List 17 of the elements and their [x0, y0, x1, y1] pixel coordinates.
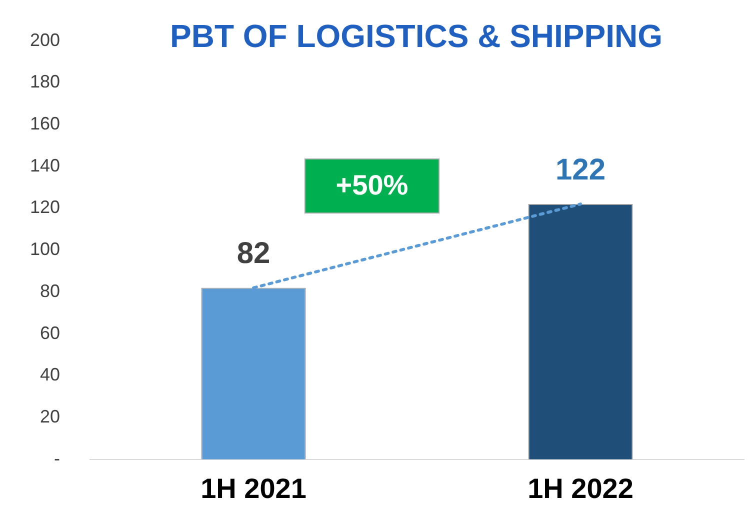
y-tick-label: 120 [30, 197, 60, 218]
y-tick-label: 200 [30, 30, 60, 50]
y-tick-label: 140 [30, 155, 60, 176]
y-tick-label: 60 [40, 322, 60, 343]
y-tick-label: 40 [40, 364, 60, 385]
annotation: +50% [336, 170, 408, 201]
data-label: 82 [236, 237, 270, 270]
data-label: 122 [555, 153, 606, 186]
x-tick-label: 1H 2022 [528, 472, 634, 504]
y-tick-label: 20 [40, 406, 60, 427]
y-tick-label: 160 [30, 113, 60, 134]
y-tick-label: 80 [40, 280, 60, 301]
y-tick-label: 180 [30, 72, 60, 92]
chart-title: PBT OF LOGISTICS & SHIPPING [170, 18, 662, 55]
y-tick-label: - [54, 448, 60, 468]
y-tick-label: 100 [30, 239, 60, 260]
x-tick-label: 1H 2021 [200, 472, 306, 504]
